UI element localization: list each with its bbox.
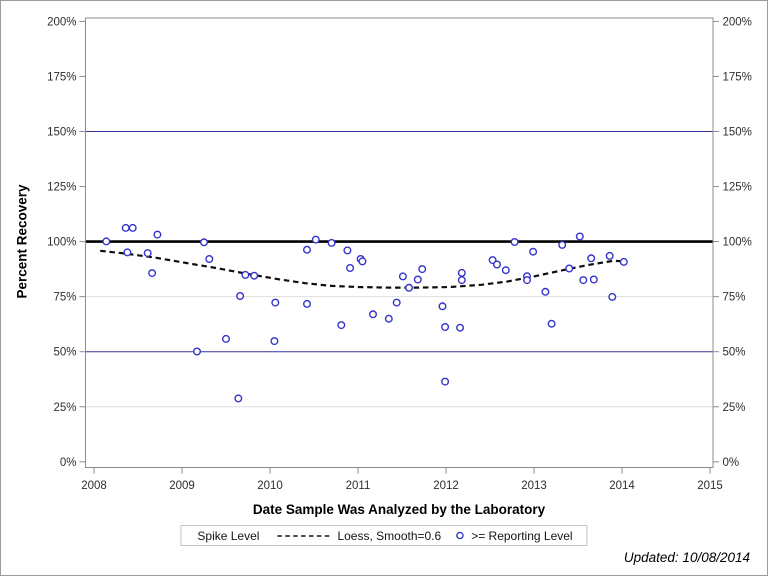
y-tick-label-left: 0% (60, 457, 77, 469)
data-point (343, 246, 352, 255)
data-point (221, 334, 230, 343)
y-tick-label-left: 100% (47, 237, 76, 249)
data-point (619, 257, 628, 266)
x-tick-label: 2013 (521, 480, 547, 492)
data-point (271, 298, 280, 307)
data-point (392, 298, 401, 307)
open-circle-icon (455, 531, 464, 540)
data-point (369, 310, 378, 319)
y-axis-title: Percent Recovery (14, 184, 30, 299)
data-point (608, 292, 617, 301)
data-point (438, 302, 447, 311)
y-tick-label-right: 75% (723, 292, 746, 304)
data-point (405, 283, 414, 292)
y-tick-label-left: 175% (47, 71, 76, 83)
data-point (346, 264, 355, 273)
y-tick-label-right: 0% (723, 457, 740, 469)
data-point (241, 270, 250, 279)
data-point (457, 268, 466, 277)
data-point (587, 254, 596, 263)
data-point (384, 314, 393, 323)
data-point (192, 347, 201, 356)
data-point (311, 235, 320, 244)
legend-item-loess: Loess, Smooth=0.6 (337, 528, 442, 543)
x-tick-label: 2011 (346, 480, 371, 492)
data-point (541, 287, 550, 296)
y-tick-label-right: 50% (723, 347, 746, 359)
data-point (250, 271, 259, 280)
data-point (575, 232, 584, 241)
data-point (456, 323, 465, 332)
y-tick-label-left: 75% (53, 292, 76, 304)
data-point (153, 230, 162, 239)
data-point (523, 276, 532, 285)
chart-legend: Spike Level Loess, Smooth=0.6 >= Reporti… (180, 525, 588, 546)
y-tick-label-left: 150% (47, 127, 76, 139)
data-point (493, 260, 502, 269)
data-point (565, 264, 574, 273)
x-tick-label: 2012 (433, 480, 459, 492)
data-point (143, 249, 152, 258)
x-tick-label: 2008 (81, 480, 107, 492)
y-tick-label-right: 200% (723, 16, 752, 28)
x-tick-label: 2009 (169, 480, 195, 492)
data-point (558, 240, 567, 249)
y-tick-label-left: 125% (47, 182, 76, 194)
data-point (418, 265, 427, 274)
data-point (205, 254, 214, 263)
dashed-line-icon (277, 534, 330, 538)
data-point (441, 323, 450, 332)
y-tick-label-right: 150% (723, 127, 752, 139)
data-point (579, 276, 588, 285)
data-point (234, 394, 243, 403)
y-tick-label-right: 175% (723, 71, 752, 83)
y-tick-label-right: 125% (723, 182, 752, 194)
data-point (501, 266, 510, 275)
data-point (547, 319, 556, 328)
data-point (337, 321, 346, 330)
data-point (270, 337, 279, 346)
loess-line (100, 249, 624, 289)
legend-item-reporting-level: >= Reporting Level (471, 528, 573, 543)
data-point (327, 238, 336, 247)
y-tick-label-right: 25% (723, 402, 746, 414)
x-axis-title: Date Sample Was Analyzed by the Laborato… (252, 502, 546, 517)
data-point (148, 269, 157, 278)
data-point (358, 257, 367, 266)
data-point (199, 238, 208, 247)
updated-date-text: Updated: 10/08/2014 (623, 550, 750, 565)
y-tick-label-left: 200% (47, 16, 76, 28)
data-point (121, 223, 130, 232)
data-point (413, 275, 422, 284)
data-point (303, 245, 312, 254)
data-point (441, 377, 450, 386)
x-tick-label: 2010 (257, 480, 283, 492)
y-tick-label-left: 50% (53, 347, 76, 359)
legend-item-spike-level: Spike Level (197, 528, 260, 543)
data-point (605, 251, 614, 260)
data-point (457, 276, 466, 285)
x-tick-label: 2014 (609, 480, 635, 492)
data-point (398, 272, 407, 281)
data-point (236, 292, 245, 301)
y-tick-label-left: 25% (53, 402, 76, 414)
data-point (589, 275, 598, 284)
data-point (510, 237, 519, 246)
data-point (123, 248, 132, 257)
x-tick-label: 2015 (697, 480, 723, 492)
data-point (102, 237, 111, 246)
data-point (128, 223, 137, 232)
plot-frame (85, 17, 714, 468)
data-point (303, 299, 312, 308)
y-tick-label-right: 100% (723, 237, 752, 249)
data-point (529, 247, 538, 256)
